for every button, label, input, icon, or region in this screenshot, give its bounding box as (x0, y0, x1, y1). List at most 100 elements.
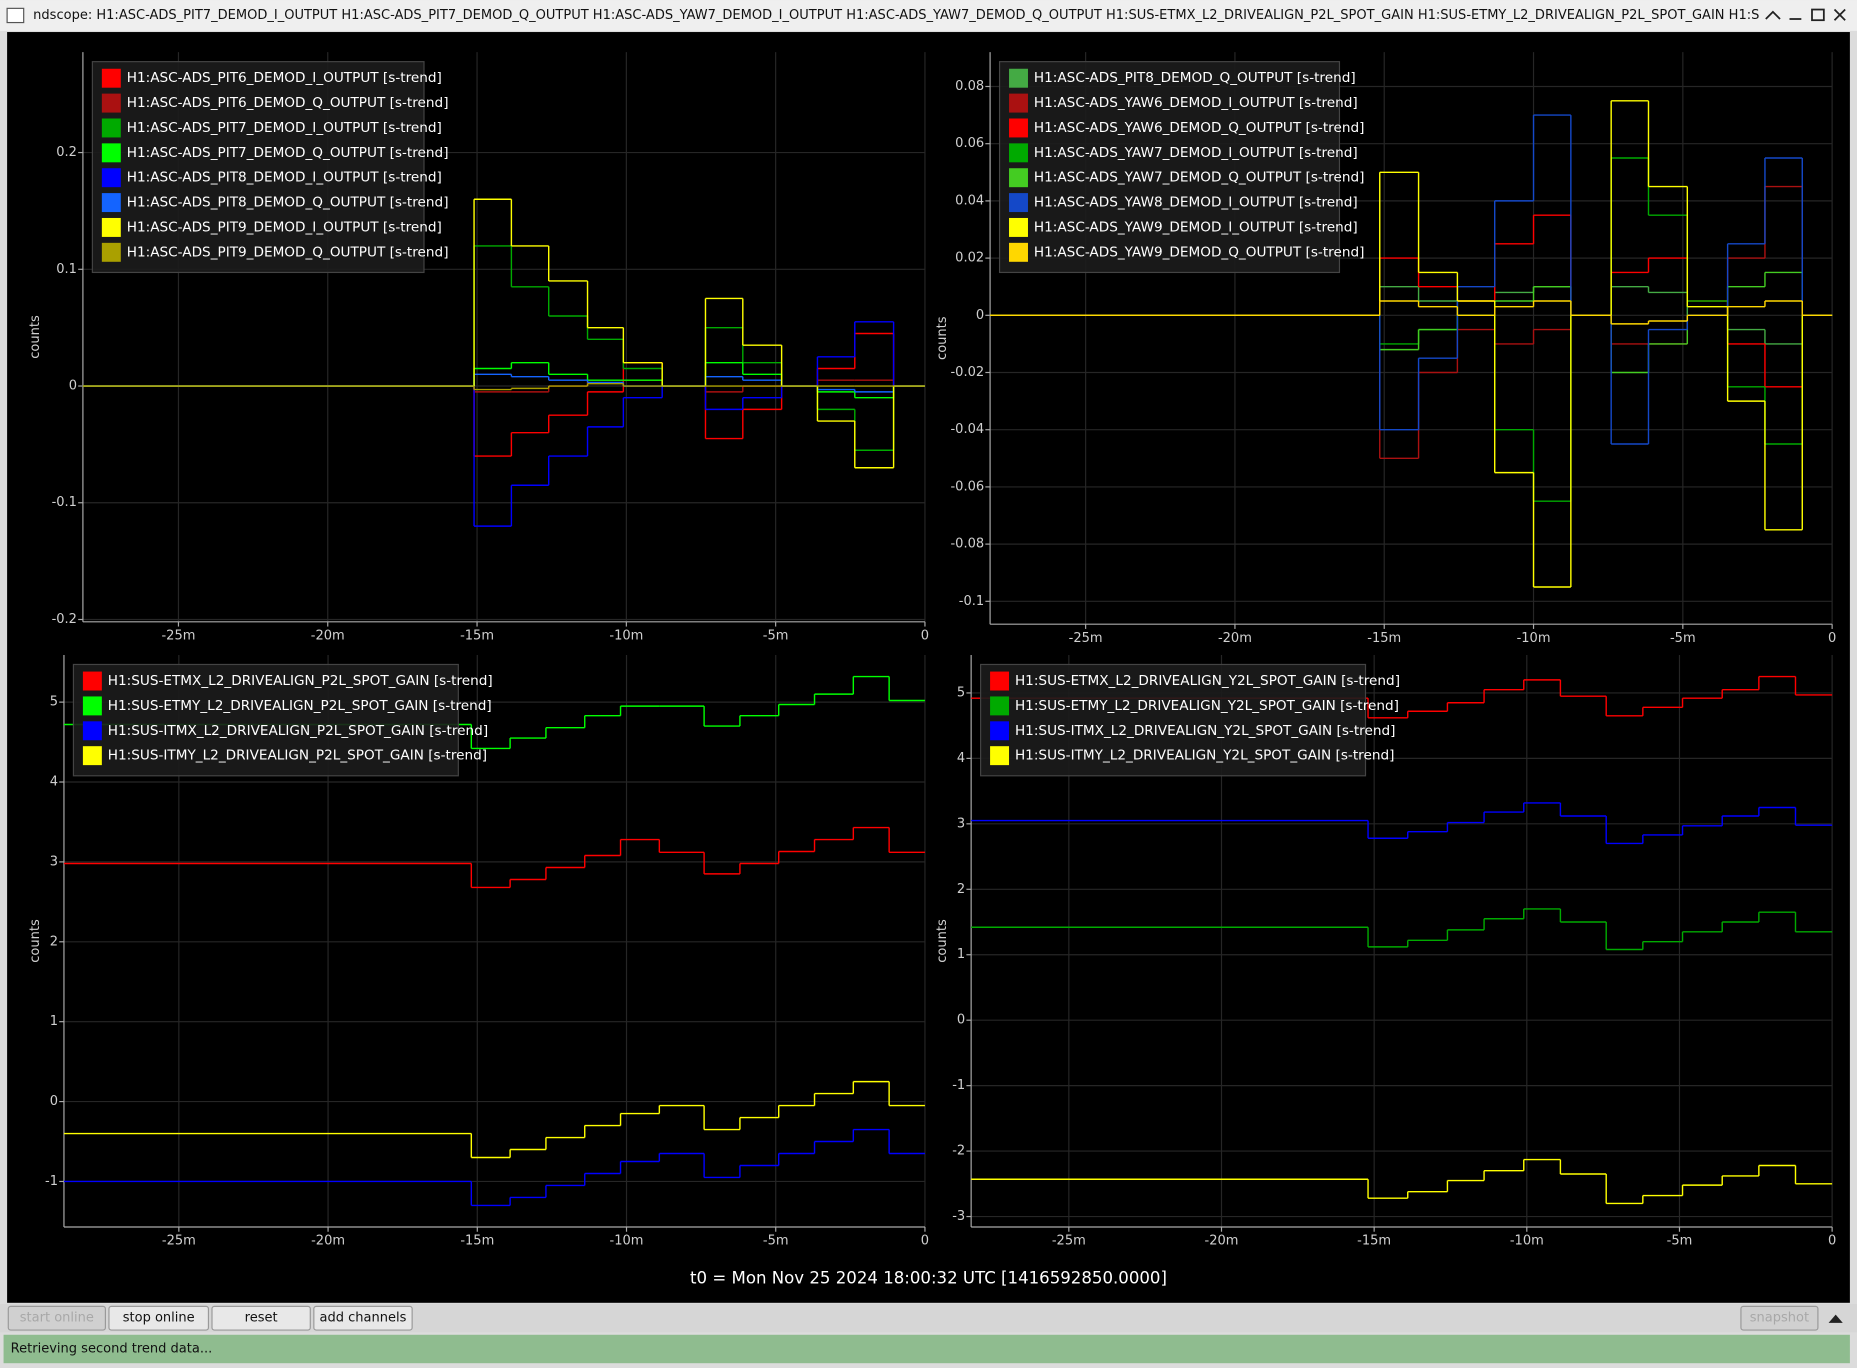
x-tick-label: -10m (1517, 631, 1551, 646)
y-tick-label: 5 (957, 685, 965, 700)
y-axis-label: counts (935, 316, 950, 360)
y-tick-label: 4 (50, 775, 58, 790)
y-tick-label: 2 (50, 934, 58, 949)
legend-label: H1:SUS-ITMX_L2_DRIVEALIGN_Y2L_SPOT_GAIN … (1015, 723, 1395, 739)
legend-label: H1:SUS-ETMY_L2_DRIVEALIGN_P2L_SPOT_GAIN … (108, 698, 492, 714)
legend-label: H1:ASC-ADS_PIT6_DEMOD_I_OUTPUT [s-trend] (127, 70, 442, 86)
legend-label: H1:SUS-ETMY_L2_DRIVEALIGN_Y2L_SPOT_GAIN … (1015, 698, 1399, 714)
legend-label: H1:ASC-ADS_PIT9_DEMOD_Q_OUTPUT [s-trend] (127, 244, 449, 260)
y-tick-label: 0.1 (56, 262, 77, 277)
legend-box (980, 663, 1367, 777)
legend-swatch (101, 143, 121, 163)
button (7, 1305, 106, 1331)
legend-box (998, 61, 1341, 274)
x-tick-label: 0 (1828, 1234, 1836, 1249)
x-tick-label: -10m (1510, 1234, 1544, 1249)
y-tick-label: 0 (69, 379, 77, 394)
button[interactable] (108, 1305, 210, 1331)
legend-swatch (990, 746, 1010, 766)
legend-label: H1:ASC-ADS_YAW6_DEMOD_Q_OUTPUT [s-trend] (1034, 120, 1365, 136)
x-tick-label: 0 (921, 1234, 929, 1249)
x-tick-label: -15m (460, 1234, 494, 1249)
x-tick-label: -20m (1205, 1234, 1239, 1249)
legend-swatch (82, 696, 102, 716)
y-tick-label: 0 (957, 1013, 965, 1028)
y-tick-label: -0.1 (52, 495, 77, 510)
button-label: start online (20, 1311, 94, 1326)
legend-label: H1:SUS-ITMY_L2_DRIVEALIGN_P2L_SPOT_GAIN … (108, 748, 487, 764)
legend-swatch (1009, 168, 1028, 188)
button-label[interactable]: reset (245, 1311, 278, 1326)
y-axis-label: counts (28, 315, 43, 359)
y-tick-label: -0.1 (959, 594, 984, 609)
legend-label: H1:ASC-ADS_YAW8_DEMOD_I_OUTPUT [s-trend] (1034, 195, 1358, 211)
y-tick-label: -0.2 (52, 612, 77, 627)
legend-swatch (990, 721, 1010, 741)
x-tick-label: -15m (460, 629, 494, 644)
legend-swatch (1009, 217, 1028, 237)
y-tick-label: -0.02 (950, 365, 984, 380)
x-tick-label: -25m (162, 1234, 196, 1249)
y-tick-label: -1 (45, 1174, 58, 1189)
button-label[interactable]: stop online (123, 1311, 195, 1326)
button[interactable] (313, 1305, 413, 1331)
x-tick-label: -25m (1052, 1234, 1086, 1249)
legend-swatch (101, 217, 121, 237)
button-label[interactable]: add channels (320, 1311, 407, 1326)
expand-arrow[interactable] (1828, 1314, 1843, 1323)
legend-label: H1:ASC-ADS_PIT8_DEMOD_I_OUTPUT [s-trend] (127, 170, 442, 186)
y-tick-label: 4 (957, 751, 965, 766)
y-tick-label: -1 (952, 1078, 965, 1093)
x-tick-label: -5m (763, 1234, 789, 1249)
y-tick-label: -0.08 (950, 537, 984, 552)
legend-swatch (82, 721, 102, 741)
x-tick-label: -25m (1069, 631, 1103, 646)
x-tick-label: -15m (1357, 1234, 1391, 1249)
t0-label: t0 = Mon Nov 25 2024 18:00:32 UTC [14165… (690, 1269, 1167, 1288)
legend-swatch (101, 242, 121, 262)
x-tick-label: -10m (609, 629, 643, 644)
y-tick-label: -3 (952, 1209, 965, 1224)
x-tick-label: -25m (161, 629, 195, 644)
y-tick-label: 0.02 (955, 251, 984, 266)
x-tick-label: -20m (311, 1234, 345, 1249)
y-tick-label: -2 (952, 1144, 965, 1159)
legend-swatch (990, 696, 1010, 716)
legend-swatch (990, 671, 1010, 691)
y-tick-label: 5 (50, 695, 58, 710)
y-tick-label: -0.06 (950, 479, 984, 494)
legend-swatch (101, 118, 121, 138)
y-tick-label: 0.08 (955, 79, 984, 94)
y-tick-label: 0.06 (955, 136, 984, 151)
legend-swatch (1009, 93, 1028, 113)
button[interactable] (211, 1305, 311, 1331)
legend-label: H1:ASC-ADS_PIT8_DEMOD_Q_OUTPUT [s-trend] (127, 195, 449, 211)
legend-label: H1:SUS-ITMY_L2_DRIVEALIGN_Y2L_SPOT_GAIN … (1015, 748, 1394, 764)
legend-swatch (1009, 143, 1028, 163)
close-button[interactable] (1833, 8, 1846, 21)
legend-swatch (82, 746, 102, 766)
window-title: ndscope: H1:ASC-ADS_PIT7_DEMOD_I_OUTPUT … (33, 8, 1857, 23)
y-axis-label: counts (935, 919, 950, 963)
legend-label: H1:ASC-ADS_YAW7_DEMOD_I_OUTPUT [s-trend] (1034, 145, 1358, 161)
y-tick-label: -0.04 (950, 422, 984, 437)
y-tick-label: 3 (957, 816, 965, 831)
legend-swatch (1009, 68, 1028, 88)
y-tick-label: 1 (50, 1014, 58, 1029)
y-tick-label: 2 (957, 882, 965, 897)
button-label: snapshot (1750, 1311, 1809, 1326)
x-tick-label: -5m (1667, 1234, 1693, 1249)
maximize-button[interactable] (1811, 8, 1825, 22)
y-tick-label: 3 (50, 854, 58, 869)
x-tick-label: -20m (1218, 631, 1252, 646)
y-tick-label: 0 (50, 1094, 58, 1109)
legend-label: H1:ASC-ADS_YAW7_DEMOD_Q_OUTPUT [s-trend] (1034, 170, 1365, 186)
legend-label: H1:ASC-ADS_PIT9_DEMOD_I_OUTPUT [s-trend] (127, 219, 442, 235)
shade-button[interactable] (1765, 10, 1781, 20)
legend-swatch (101, 68, 121, 88)
legend-label: H1:ASC-ADS_PIT7_DEMOD_Q_OUTPUT [s-trend] (127, 145, 449, 161)
window-icon (6, 7, 25, 24)
